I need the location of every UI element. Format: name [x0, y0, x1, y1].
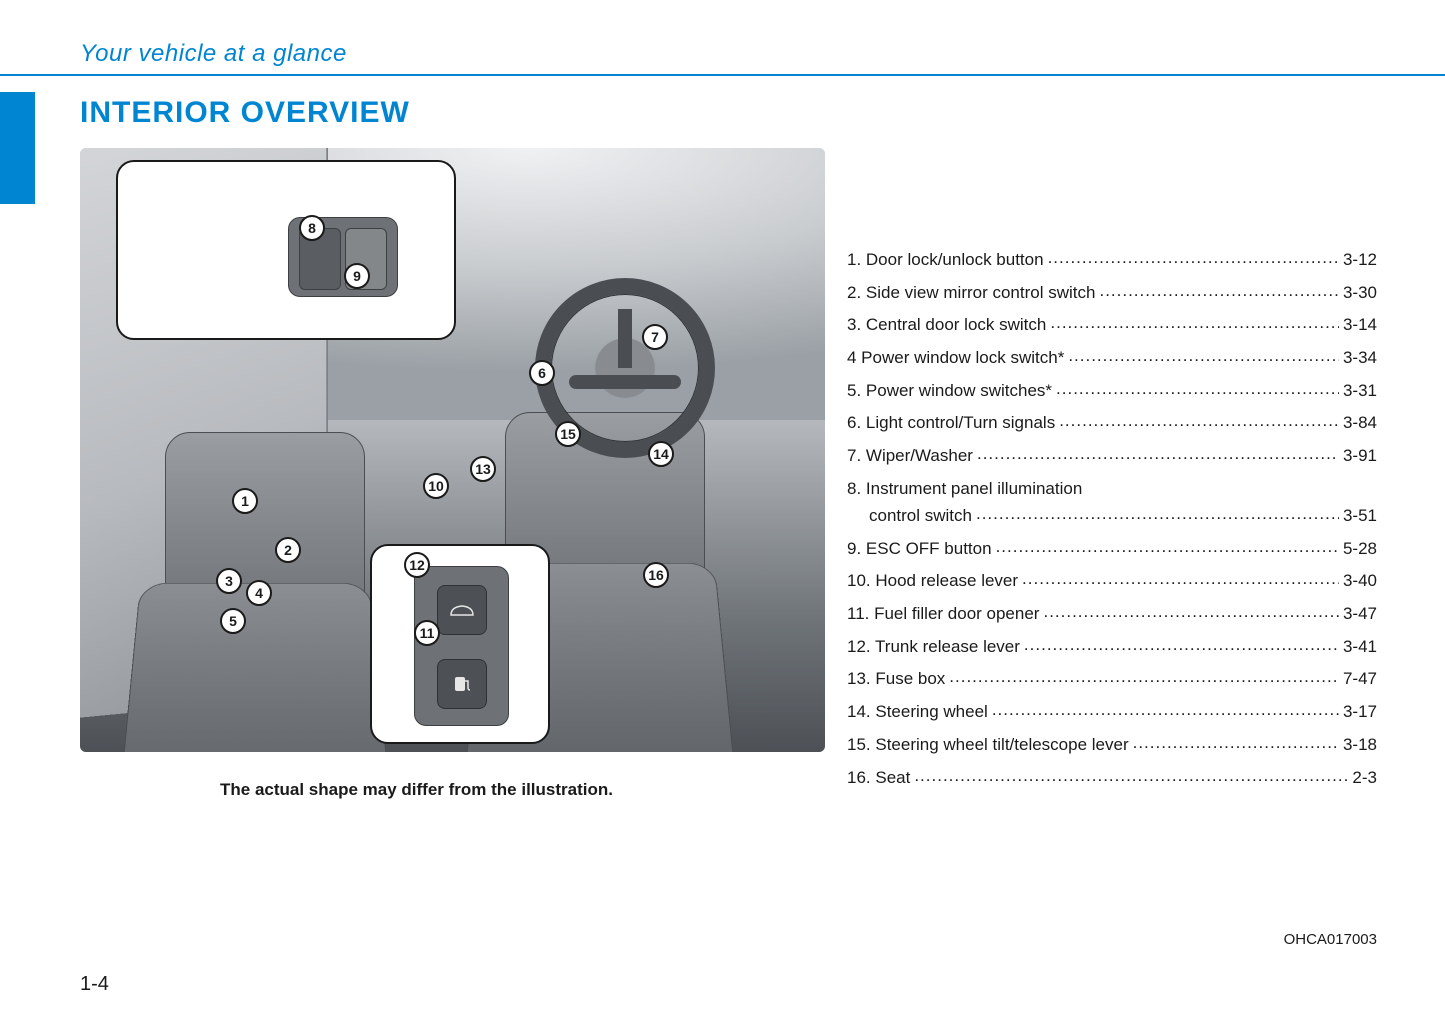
legend-item: 6. Light control/Turn signals 3-84	[847, 409, 1377, 436]
legend-page: 7-47	[1343, 665, 1377, 692]
legend-label: 3. Central door lock switch	[847, 311, 1046, 338]
legend-page: 3-47	[1343, 600, 1377, 627]
leader-dots	[1099, 279, 1339, 306]
legend-page: 3-40	[1343, 567, 1377, 594]
leader-dots	[949, 665, 1339, 692]
lever-block	[414, 566, 509, 726]
legend-page: 3-12	[1343, 246, 1377, 273]
legend-label-cont: control switch	[847, 502, 972, 529]
legend-item: 8. Instrument panel illuminationcontrol …	[847, 475, 1377, 529]
legend-page: 3-31	[1343, 377, 1377, 404]
page-number: 1-4	[80, 973, 109, 996]
legend-item: 1. Door lock/unlock button 3-12	[847, 246, 1377, 273]
legend-page: 3-84	[1343, 409, 1377, 436]
legend-page: 2-3	[1352, 764, 1377, 791]
leader-dots	[914, 764, 1348, 791]
callout-marker-2: 2	[275, 537, 301, 563]
section-title: INTERIOR OVERVIEW	[80, 96, 1385, 130]
legend-item: 5. Power window switches* 3-31	[847, 377, 1377, 404]
interior-illustration: 12345678910111213141516	[80, 148, 825, 752]
leader-dots	[1133, 731, 1339, 758]
illustration-caption: The actual shape may differ from the ill…	[220, 780, 825, 800]
callout-marker-10: 10	[423, 473, 449, 499]
legend-page: 3-34	[1343, 344, 1377, 371]
leader-dots	[1056, 377, 1339, 404]
legend-item: 4 Power window lock switch* 3-34	[847, 344, 1377, 371]
legend-label: 15. Steering wheel tilt/telescope lever	[847, 731, 1129, 758]
legend-label: 4 Power window lock switch*	[847, 344, 1064, 371]
callout-marker-8: 8	[299, 215, 325, 241]
title-rule	[0, 74, 1445, 76]
callout-marker-1: 1	[232, 488, 258, 514]
leader-dots	[1024, 633, 1339, 660]
legend-label: 7. Wiper/Washer	[847, 442, 973, 469]
legend-item: 3. Central door lock switch 3-14	[847, 311, 1377, 338]
legend-label: 11. Fuel filler door opener	[847, 600, 1039, 627]
section-tab	[0, 92, 35, 204]
callout-marker-3: 3	[216, 568, 242, 594]
callout-marker-7: 7	[642, 324, 668, 350]
legend-item: 12. Trunk release lever 3-41	[847, 633, 1377, 660]
legend-label: 8. Instrument panel illumination	[847, 475, 1082, 502]
legend-label: 5. Power window switches*	[847, 377, 1052, 404]
legend-item: 13. Fuse box 7-47	[847, 665, 1377, 692]
callout-marker-11: 11	[414, 620, 440, 646]
leader-dots	[1059, 409, 1339, 436]
legend-label: 13. Fuse box	[847, 665, 945, 692]
legend-item: 15. Steering wheel tilt/telescope lever 3…	[847, 731, 1377, 758]
legend-item: 7. Wiper/Washer 3-91	[847, 442, 1377, 469]
legend-page: 3-51	[1343, 502, 1377, 529]
legend-item: 10. Hood release lever 3-40	[847, 567, 1377, 594]
figure-code: OHCA017003	[1284, 931, 1377, 948]
leader-dots	[1048, 246, 1339, 273]
legend-page: 3-30	[1343, 279, 1377, 306]
legend-label: 14. Steering wheel	[847, 698, 988, 725]
inset-callout-levers	[370, 544, 550, 744]
callout-marker-15: 15	[555, 421, 581, 447]
callout-marker-5: 5	[220, 608, 246, 634]
callout-marker-13: 13	[470, 456, 496, 482]
legend-item: 11. Fuel filler door opener 3-47	[847, 600, 1377, 627]
leader-dots	[1068, 344, 1339, 371]
legend-page: 3-18	[1343, 731, 1377, 758]
leader-dots	[1022, 567, 1339, 594]
legend-label: 9. ESC OFF button	[847, 535, 992, 562]
legend-label: 1. Door lock/unlock button	[847, 246, 1044, 273]
legend-page: 3-41	[1343, 633, 1377, 660]
leader-dots	[1050, 311, 1339, 338]
callout-marker-16: 16	[643, 562, 669, 588]
legend-page: 5-28	[1343, 535, 1377, 562]
legend-item: 2. Side view mirror control switch 3-30	[847, 279, 1377, 306]
legend-page: 3-17	[1343, 698, 1377, 725]
callout-marker-9: 9	[344, 263, 370, 289]
legend-label: 10. Hood release lever	[847, 567, 1018, 594]
leader-dots	[996, 535, 1339, 562]
legend-list: 1. Door lock/unlock button 3-12 2. Side vi…	[847, 246, 1377, 791]
legend-item: 9. ESC OFF button 5-28	[847, 535, 1377, 562]
leader-dots	[976, 502, 1339, 529]
legend-item: 14. Steering wheel 3-17	[847, 698, 1377, 725]
legend-item: 16. Seat 2-3	[847, 764, 1377, 791]
leader-dots	[977, 442, 1339, 469]
legend-label: 2. Side view mirror control switch	[847, 279, 1095, 306]
fuel-icon	[437, 659, 487, 709]
seat-left	[118, 583, 392, 752]
inset-callout-switches	[116, 160, 456, 340]
legend-page: 3-14	[1343, 311, 1377, 338]
callout-marker-12: 12	[404, 552, 430, 578]
leader-dots	[1043, 600, 1339, 627]
callout-marker-14: 14	[648, 441, 674, 467]
legend-column: 1. Door lock/unlock button 3-12 2. Side vi…	[847, 246, 1377, 796]
callout-marker-4: 4	[246, 580, 272, 606]
legend-label: 6. Light control/Turn signals	[847, 409, 1055, 436]
chapter-title: Your vehicle at a glance	[80, 40, 1385, 68]
trunk-icon	[437, 585, 487, 635]
legend-page: 3-91	[1343, 442, 1377, 469]
legend-label: 16. Seat	[847, 764, 910, 791]
leader-dots	[992, 698, 1339, 725]
legend-label: 12. Trunk release lever	[847, 633, 1020, 660]
callout-marker-6: 6	[529, 360, 555, 386]
